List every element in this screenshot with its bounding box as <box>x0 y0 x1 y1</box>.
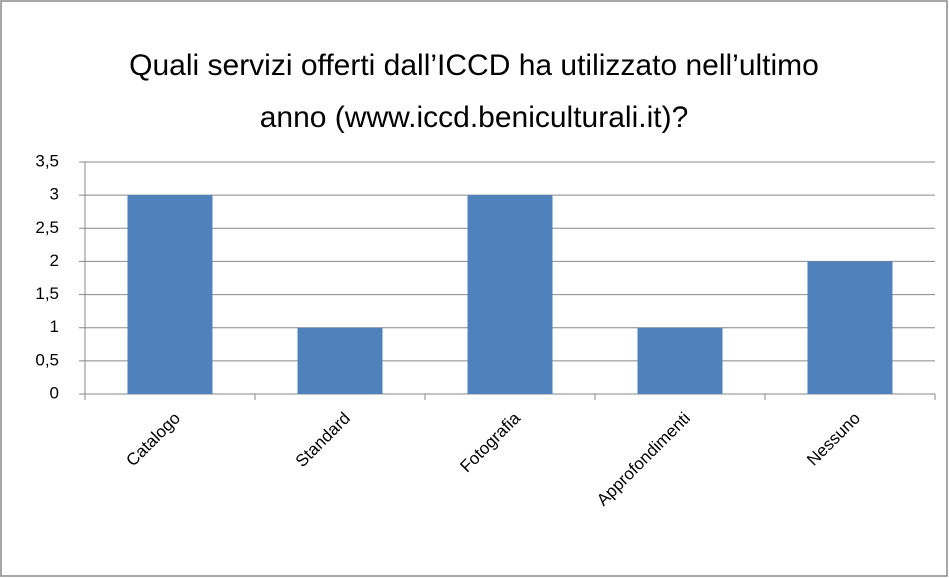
x-tick-label: Nessuno <box>803 409 864 470</box>
x-tick-label: Standard <box>292 409 354 471</box>
y-tick-label: 1 <box>50 317 59 336</box>
y-tick-label: 0 <box>50 383 59 402</box>
x-tick-label: Catalogo <box>122 409 184 471</box>
bar <box>637 327 723 394</box>
bar <box>467 195 553 394</box>
bar <box>807 261 893 394</box>
x-tick-label: Fotografia <box>456 408 524 476</box>
y-tick-label: 0,5 <box>35 350 59 369</box>
y-tick-label: 2,5 <box>35 218 59 237</box>
y-tick-label: 3,5 <box>35 151 59 170</box>
bar <box>297 327 383 394</box>
y-tick-label: 1,5 <box>35 284 59 303</box>
x-tick-label: Approfondimenti <box>593 409 694 510</box>
chart-title: Quali servizi offerti dall’ICCD ha utili… <box>129 49 819 134</box>
y-tick-label: 3 <box>50 185 59 204</box>
bar <box>127 195 213 394</box>
y-tick-label: 2 <box>50 251 59 270</box>
